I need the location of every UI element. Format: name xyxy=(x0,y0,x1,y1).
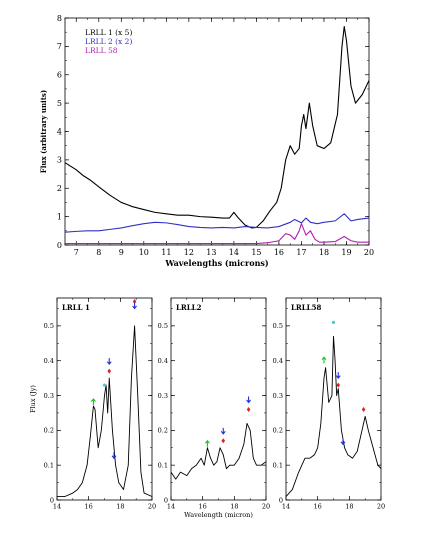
x-tick-label: 11 xyxy=(161,248,171,257)
y-tick-label: 2 xyxy=(57,184,62,193)
x-tick-label: 14 xyxy=(282,503,290,511)
plot-frame xyxy=(170,297,267,501)
y-tick-label: 0 xyxy=(57,241,62,250)
green-arrow-marker xyxy=(321,356,327,364)
x-tick-label: 8 xyxy=(96,248,101,257)
red-diamond-marker xyxy=(132,298,137,304)
y-tick-label: 0 xyxy=(164,496,168,504)
legend-entry-0: LRLL 1 (x 5) xyxy=(85,28,132,37)
y-tick-label: 0 xyxy=(279,496,283,504)
y-tick-label: 0.3 xyxy=(273,392,283,400)
blue-arrow-marker xyxy=(132,302,138,310)
y-tick-label: 0.3 xyxy=(44,392,54,400)
series-line-0 xyxy=(64,25,370,229)
series-line-1 xyxy=(64,213,370,233)
x-tick-label: 19 xyxy=(341,248,351,257)
cyan-dot-marker xyxy=(331,320,336,324)
x-axis-label: Wavelengths (microns) xyxy=(164,258,269,268)
x-tick-label: 20 xyxy=(262,503,270,511)
blue-arrow-marker xyxy=(111,452,117,460)
series-line-0 xyxy=(285,335,382,497)
blue-arrow-marker xyxy=(340,438,346,446)
y-tick-label: 0.2 xyxy=(158,427,168,435)
y-tick-label: 5 xyxy=(57,99,62,108)
x-tick-label: 14 xyxy=(229,248,239,257)
series-line-2 xyxy=(65,223,369,245)
legend-entry-1: LRLL 2 (x 2) xyxy=(85,37,132,46)
x-tick-label: 10 xyxy=(139,248,149,257)
blue-arrow-marker xyxy=(220,427,226,435)
y-tick-label: 0.1 xyxy=(158,461,168,469)
series-line-0 xyxy=(57,325,153,497)
y-tick-label: 4 xyxy=(57,127,62,136)
x-tick-label: 20 xyxy=(148,503,156,511)
y-tick-label: 0.5 xyxy=(273,322,283,330)
cyan-dot-marker xyxy=(102,383,107,387)
chart-panel-3: 14 16 18 20 0 0.1 0.2 0.3 0.4 0.5 LRLL58 xyxy=(273,297,385,511)
green-arrow-marker xyxy=(204,439,210,447)
y-tick-label: 0.1 xyxy=(273,461,283,469)
x-tick-label: 18 xyxy=(319,248,329,257)
x-axis-label: Wavelength (micron) xyxy=(184,511,253,519)
y-tick-label: 6 xyxy=(57,71,62,80)
series-line-0 xyxy=(170,422,267,480)
x-tick-label: 16 xyxy=(314,503,322,511)
y-tick-label: 0.4 xyxy=(158,357,168,365)
red-diamond-marker xyxy=(361,406,366,412)
x-tick-label: 16 xyxy=(85,503,93,511)
y-tick-label: 0.5 xyxy=(158,322,168,330)
y-tick-label: 0 xyxy=(50,496,54,504)
chart-panel-2: 14 16 18 20 0 0.1 0.2 0.3 0.4 0.5 LRLL2 Wavelength … xyxy=(158,297,270,519)
x-tick-label: 20 xyxy=(377,503,385,511)
x-tick-label: 9 xyxy=(119,248,124,257)
y-tick-label: 0.1 xyxy=(44,461,54,469)
x-tick-label: 12 xyxy=(184,248,194,257)
blue-arrow-marker xyxy=(246,396,252,404)
y-tick-label: 0.5 xyxy=(44,322,54,330)
x-tick-label: 16 xyxy=(274,248,284,257)
y-tick-label: 3 xyxy=(57,156,62,165)
x-tick-label: 17 xyxy=(296,248,306,257)
chart-panel-0: 7 8 9 10 11 12 13 14 15 16 17 18 19 20012345678Wavele… xyxy=(39,14,374,268)
x-tick-label: 16 xyxy=(199,503,207,511)
y-tick-label: 1 xyxy=(57,212,62,221)
x-tick-label: 18 xyxy=(345,503,353,511)
y-tick-label: 7 xyxy=(57,42,62,51)
y-tick-label: 8 xyxy=(57,14,62,23)
x-tick-label: 18 xyxy=(116,503,124,511)
red-diamond-marker xyxy=(336,382,341,388)
x-tick-label: 18 xyxy=(230,503,238,511)
legend-entry-2: LRLL 58 xyxy=(85,46,118,55)
red-diamond-marker xyxy=(221,438,226,444)
y-tick-label: 0.3 xyxy=(158,392,168,400)
y-tick-label: 0.2 xyxy=(273,427,283,435)
x-tick-label: 14 xyxy=(53,503,61,511)
blue-arrow-marker xyxy=(106,358,112,366)
red-diamond-marker xyxy=(107,368,112,374)
y-tick-label: 0.2 xyxy=(44,427,54,435)
y-axis-label: Flux (arbitrary units) xyxy=(39,90,48,173)
y-tick-label: 0.4 xyxy=(44,357,54,365)
x-tick-label: 13 xyxy=(206,248,216,257)
x-tick-label: 15 xyxy=(251,248,261,257)
panel-title: LRLL58 xyxy=(291,303,321,312)
x-tick-label: 20 xyxy=(364,248,374,257)
y-tick-label: 0.4 xyxy=(273,357,283,365)
panel-title: LRLL 1 xyxy=(62,303,90,312)
green-arrow-marker xyxy=(90,398,96,405)
y-axis-label: Flux (Jy) xyxy=(29,385,37,413)
panel-title: LRLL2 xyxy=(176,303,202,312)
x-tick-label: 7 xyxy=(74,248,79,257)
chart-panel-1: 14 16 18 20 0 0.1 0.2 0.3 0.4 0.5 LRLL 1 Flux (Jy) xyxy=(29,297,156,511)
red-diamond-marker xyxy=(246,406,251,412)
x-tick-label: 14 xyxy=(167,503,175,511)
blue-arrow-marker xyxy=(335,372,341,379)
